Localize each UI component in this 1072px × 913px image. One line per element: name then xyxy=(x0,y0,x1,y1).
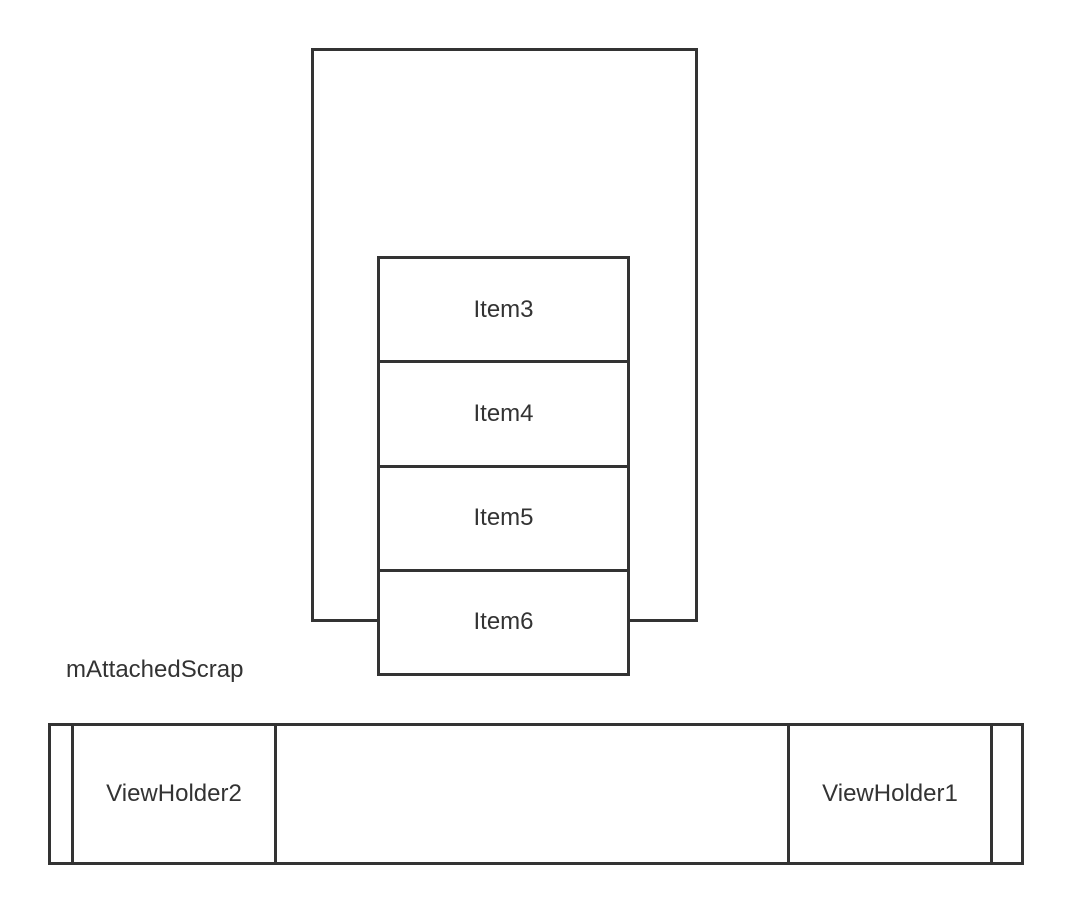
list-item-5: Item5 xyxy=(380,468,627,572)
list-item-3: Item3 xyxy=(380,259,627,364)
item-list: Item3 Item4 Item5 Item6 xyxy=(377,256,630,676)
scrap-slot-viewholder2: ViewHolder2 xyxy=(71,726,277,862)
scrap-slot-viewholder1: ViewHolder1 xyxy=(787,726,993,862)
scrap-caption: mAttachedScrap xyxy=(66,656,244,683)
scrap-container: ViewHolder2 ViewHolder1 xyxy=(48,723,1024,865)
list-item-6: Item6 xyxy=(473,608,534,636)
list-item-4: Item4 xyxy=(380,363,627,468)
